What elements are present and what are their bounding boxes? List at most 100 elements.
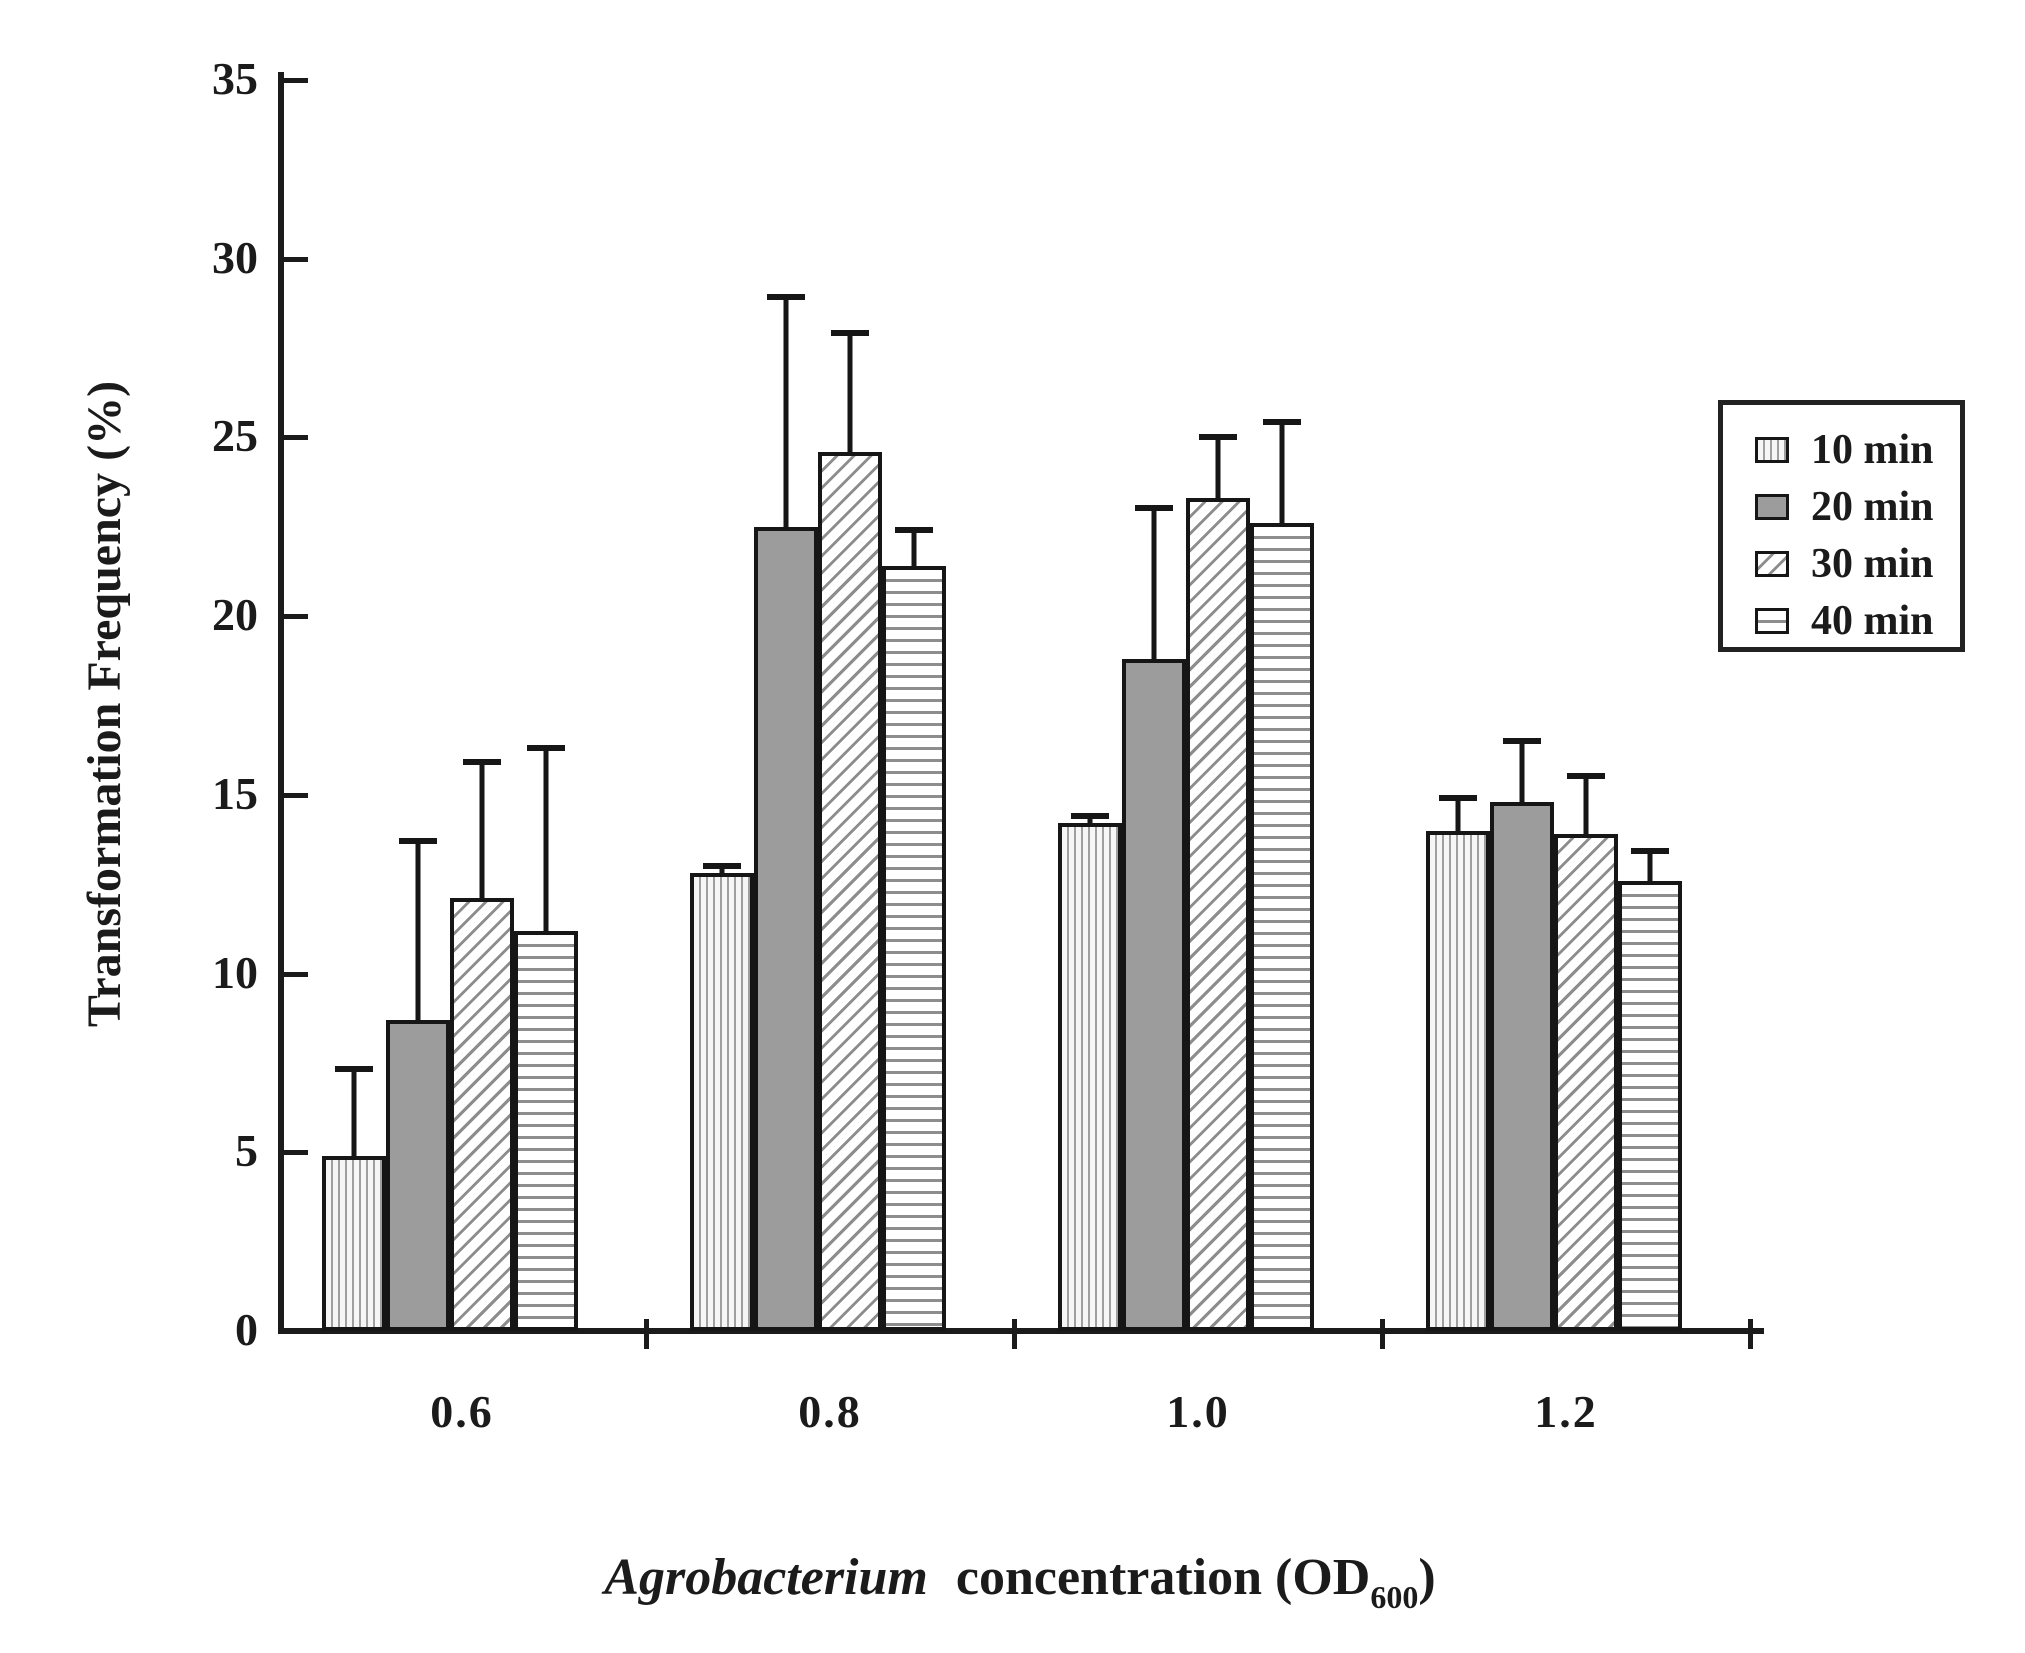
legend-item-10min: 10 min	[1723, 421, 1960, 478]
y-tick-label-30: 30	[212, 231, 258, 283]
error-bar-10min-group-1.0	[1058, 812, 1122, 824]
bar-10min-group-0.8	[690, 873, 754, 1331]
error-cap	[1439, 794, 1477, 801]
error-bar-10min-group-0.8	[690, 862, 754, 874]
y-tick-30	[284, 256, 308, 262]
error-stem	[783, 294, 789, 527]
y-axis-line	[278, 72, 284, 1334]
error-cap	[1503, 737, 1541, 744]
legend-item-20min: 20 min	[1723, 478, 1960, 535]
legend-label: 10 min	[1811, 426, 1934, 473]
error-bar-30min-group-0.8	[818, 330, 882, 452]
error-cap	[1199, 433, 1237, 440]
error-cap	[1263, 419, 1301, 426]
error-bar-30min-group-1.0	[1186, 433, 1250, 499]
y-tick-35	[284, 77, 308, 83]
error-cap	[527, 744, 565, 751]
error-bar-20min-group-0.6	[386, 837, 450, 1020]
y-tick-label-20: 20	[212, 589, 258, 640]
error-bar-40min-group-1.2	[1618, 848, 1682, 881]
error-cap	[895, 526, 933, 533]
bar-40min-group-1.2	[1618, 880, 1682, 1331]
y-tick-label-5: 5	[235, 1125, 258, 1177]
legend-label: 40 min	[1811, 597, 1934, 644]
error-bar-20min-group-1.2	[1490, 737, 1554, 802]
x-axis-line	[278, 1328, 1764, 1334]
error-cap	[1567, 773, 1605, 780]
x-axis-title-subscript: 600	[1370, 1579, 1419, 1615]
error-cap	[1071, 812, 1109, 819]
bar-10min-group-0.6	[322, 1155, 386, 1331]
error-stem	[351, 1066, 357, 1156]
x-tick-label-1.0: 1.0	[1166, 1386, 1230, 1437]
bar-10min-group-1.0	[1058, 823, 1122, 1331]
x-axis-title-italic: Agrobacterium	[604, 1549, 928, 1606]
y-tick-label-10: 10	[212, 946, 258, 998]
error-bar-20min-group-1.0	[1122, 505, 1186, 659]
error-stem	[1279, 419, 1285, 524]
y-tick-label-15: 15	[212, 767, 258, 819]
bar-40min-group-1.0	[1250, 523, 1314, 1331]
bar-40min-group-0.6	[514, 930, 578, 1331]
legend-item-30min: 30 min	[1723, 535, 1960, 592]
x-tick-4	[1748, 1319, 1753, 1349]
y-tick-15	[284, 792, 308, 798]
error-stem	[1519, 737, 1525, 802]
legend-label: 30 min	[1811, 540, 1934, 587]
y-axis-title: Transformation Frequency (%)	[76, 344, 132, 1064]
y-tick-5	[284, 1150, 308, 1156]
error-bar-40min-group-0.6	[514, 744, 578, 931]
y-tick-label-25: 25	[212, 410, 258, 462]
bar-20min-group-0.6	[386, 1019, 450, 1331]
bar-30min-group-0.6	[450, 898, 514, 1331]
error-stem	[415, 837, 421, 1020]
x-tick-label-1.2: 1.2	[1534, 1386, 1598, 1437]
legend-swatch-30min	[1755, 550, 1789, 577]
error-stem	[911, 526, 917, 566]
x-tick-1	[644, 1319, 649, 1349]
x-tick-label-0.8: 0.8	[798, 1386, 862, 1437]
error-bar-20min-group-0.8	[754, 294, 818, 527]
x-axis-title-end: )	[1418, 1549, 1436, 1606]
error-bar-30min-group-1.2	[1554, 773, 1618, 835]
x-tick-label-0.6: 0.6	[430, 1386, 494, 1437]
bar-20min-group-1.2	[1490, 801, 1554, 1331]
error-stem	[1583, 773, 1589, 835]
error-bar-30min-group-0.6	[450, 759, 514, 899]
legend-swatch-10min	[1755, 436, 1789, 463]
bar-10min-group-1.2	[1426, 830, 1490, 1331]
error-cap	[463, 759, 501, 765]
y-tick-10	[284, 971, 308, 977]
error-cap	[335, 1066, 373, 1073]
bar-30min-group-1.0	[1186, 498, 1250, 1331]
error-cap	[399, 837, 437, 844]
y-tick-label-0: 0	[235, 1304, 258, 1355]
y-tick-20	[284, 614, 308, 619]
error-cap	[1135, 505, 1173, 512]
error-bar-40min-group-0.8	[882, 526, 946, 566]
bar-30min-group-0.8	[818, 451, 882, 1331]
error-cap	[831, 330, 869, 336]
bar-30min-group-1.2	[1554, 834, 1618, 1331]
error-cap	[1631, 848, 1669, 855]
error-bar-40min-group-1.0	[1250, 419, 1314, 524]
y-tick-label-35: 35	[212, 52, 258, 104]
legend-swatch-40min	[1755, 607, 1789, 634]
x-tick-3	[1380, 1319, 1385, 1349]
legend-label: 20 min	[1811, 483, 1934, 530]
x-axis-title-mid: concentration (OD	[955, 1549, 1371, 1606]
x-axis-title: Agrobacterium concentration (OD600)	[278, 1548, 1762, 1616]
legend-box: 10 min 20 min 30 min 40 min	[1718, 400, 1965, 652]
error-stem	[543, 744, 549, 931]
error-stem	[1455, 794, 1461, 831]
error-stem	[847, 330, 853, 452]
error-stem	[1151, 505, 1157, 659]
error-bar-10min-group-0.6	[322, 1066, 386, 1156]
x-tick-2	[1012, 1319, 1017, 1349]
bar-40min-group-0.8	[882, 565, 946, 1331]
y-axis-title-text: Transformation Frequency (%)	[77, 380, 131, 1028]
error-stem	[1215, 433, 1221, 499]
bar-20min-group-1.0	[1122, 658, 1186, 1331]
error-stem	[479, 759, 485, 899]
